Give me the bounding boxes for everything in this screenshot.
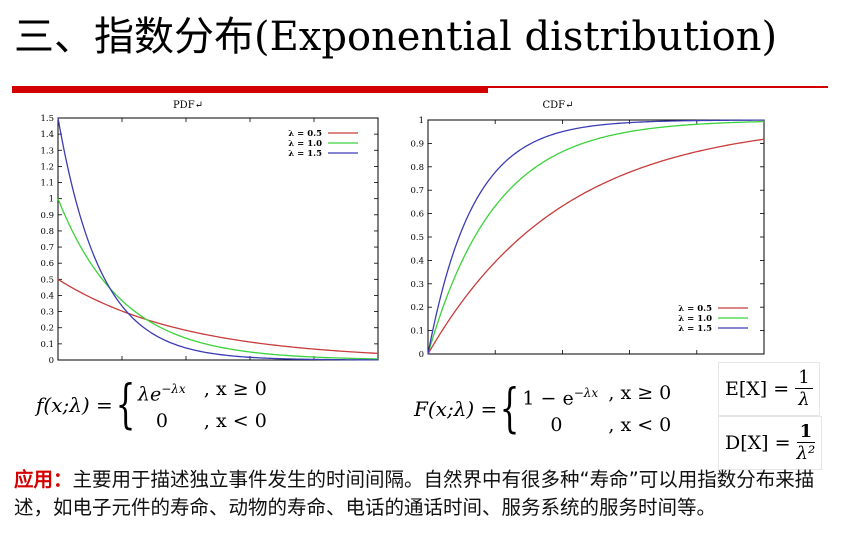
cdf-ytick-label: 0.7: [410, 186, 424, 196]
cdf-ytick-label: 0.2: [410, 303, 424, 313]
cdf-series-line-1: [427, 138, 765, 355]
cdf-ytick-label: 0.3: [410, 280, 424, 290]
mean-numerator: 1: [795, 367, 813, 389]
slide-title: 三、指数分布(Exponential distribution): [14, 14, 778, 60]
cdf-ytick-label: 1: [419, 116, 424, 126]
pdf-series-line-2: [57, 198, 379, 360]
cdf-ytick-label: 0.4: [410, 256, 424, 266]
pdf-case2-expr: 0: [155, 409, 169, 432]
cdf-ytick-label: 0.1: [410, 327, 424, 337]
cdf-case2-cond: , x < 0: [608, 413, 672, 436]
pdf-case1-cond: , x ≥ 0: [203, 378, 267, 401]
pdf-series-line-3: [57, 117, 379, 361]
pdf-ytick-label: 0.7: [40, 243, 54, 253]
pdf-formula-lhs: f(x;λ) =: [36, 393, 113, 417]
cdf-formula: F(x;λ) = { 1 − e−λx , x ≥ 0 0 , x < 0: [414, 376, 672, 442]
cdf-plot-frame: [427, 119, 765, 355]
pdf-ytick-label: 1: [49, 195, 54, 205]
title-underline-thin: [488, 86, 828, 88]
pdf-ytick-label: 1.2: [40, 162, 54, 172]
application-paragraph: 应用：主要用于描述独立事件发生的时间间隔。自然界中有很多种“寿命”可以用指数分布…: [14, 466, 840, 522]
cdf-legend-label: λ = 1.5: [678, 324, 712, 334]
pdf-ytick-label: 0.3: [40, 308, 54, 318]
pdf-case2-cond: , x < 0: [203, 409, 267, 432]
pdf-legend-label: λ = 0.5: [288, 129, 322, 139]
cdf-legend-label: λ = 1.0: [678, 314, 712, 324]
pdf-ytick-label: 1.1: [40, 179, 54, 189]
pdf-ytick-label: 1.4: [40, 130, 54, 140]
cdf-series-line-2: [427, 120, 765, 355]
cdf-ytick-label: 0.6: [410, 210, 424, 220]
cdf-case1-exp: −λx: [573, 386, 599, 401]
cdf-formula-lhs: F(x;λ) =: [414, 397, 498, 421]
variance-lhs: D[X] =: [725, 432, 791, 454]
pdf-case1-exp: −λx: [161, 382, 186, 397]
application-text: 主要用于描述独立事件发生的时间间隔。自然界中有很多种“寿命”可以用指数分布来描述…: [14, 468, 815, 519]
cdf-case1-cond: , x ≥ 0: [608, 382, 672, 405]
cdf-ytick-label: 0: [419, 350, 424, 360]
pdf-ytick-label: 0.4: [40, 291, 54, 301]
pdf-legend-label: λ = 1.0: [288, 139, 322, 149]
pdf-formula: f(x;λ) = { λe−λx , x ≥ 0 0 , x < 0: [36, 372, 267, 438]
pdf-ytick-label: 0: [49, 356, 54, 364]
pdf-ytick-label: 0.8: [40, 227, 54, 237]
cdf-ytick-label: 0.9: [410, 139, 424, 149]
cdf-legend-label: λ = 0.5: [678, 304, 712, 314]
mean-lhs: E[X] =: [725, 378, 790, 400]
cdf-chart: CDF↵ 0 0.1 0.2 0.3 0.4 0.5 0.6 0.7 0.8 0.9 1 λ = 0.5…: [410, 100, 765, 360]
application-label: 应用：: [14, 468, 73, 491]
cdf-case1-expr: 1 − e: [522, 387, 574, 410]
cdf-series-line-3: [427, 119, 765, 355]
pdf-chart: PDF↵ 0 0.1 0.2 0.3 0.4 0.5 0.6 0.7 0.8 0.9 1 1.1 1.2 1…: [40, 100, 379, 366]
variance-numerator: 1: [796, 421, 816, 443]
pdf-case1-expr: λe: [137, 383, 162, 406]
pdf-ytick-label: 0.2: [40, 324, 54, 334]
variance-formula: D[X] = 1 λ²: [718, 416, 823, 470]
pdf-plot-frame: [57, 117, 379, 361]
pdf-brace: {: [115, 375, 136, 435]
pdf-chart-title: PDF↵: [173, 100, 203, 111]
cdf-chart-panel: CDF↵ 0 0.1 0.2 0.3 0.4 0.5 0.6 0.7 0.8 0.9 1 λ = 0.5…: [406, 96, 770, 362]
pdf-ytick-label: 0.9: [40, 211, 54, 221]
mean-denominator: λ: [798, 388, 810, 410]
pdf-ytick-label: 0.6: [40, 259, 54, 269]
variance-denominator: λ²: [796, 442, 816, 464]
pdf-ytick-label: 1.3: [40, 146, 54, 156]
title-underline-thick: [12, 86, 488, 93]
cdf-brace: {: [499, 379, 520, 439]
cdf-ytick-label: 0.5: [410, 233, 424, 243]
pdf-series-line-1: [57, 278, 379, 355]
pdf-ytick-label: 0.5: [40, 275, 54, 285]
pdf-legend-label: λ = 1.5: [288, 149, 322, 159]
pdf-chart-panel: PDF↵ 0 0.1 0.2 0.3 0.4 0.5 0.6 0.7 0.8 0.9 1 1.1 1.2 1…: [32, 98, 384, 366]
cdf-ytick-label: 0.8: [410, 163, 424, 173]
cdf-chart-title: CDF↵: [543, 100, 574, 111]
pdf-ytick-label: 0.1: [40, 340, 54, 350]
pdf-ytick-label: 1.5: [40, 114, 54, 124]
cdf-case2-expr: 0: [550, 413, 563, 436]
